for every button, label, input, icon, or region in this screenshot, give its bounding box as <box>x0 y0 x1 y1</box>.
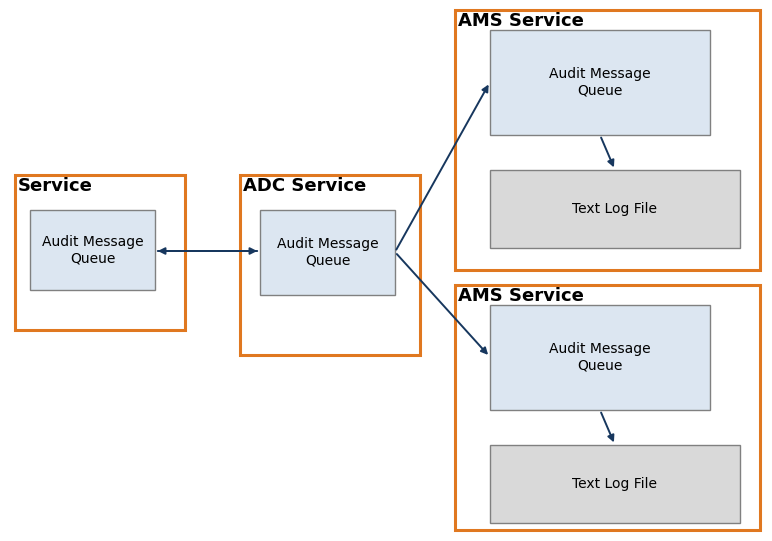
Text: AMS Service: AMS Service <box>458 12 584 30</box>
Bar <box>490 30 710 135</box>
Text: Audit Message
Queue: Audit Message Queue <box>549 68 651 97</box>
Text: ADC Service: ADC Service <box>243 177 366 195</box>
Bar <box>240 175 420 355</box>
Bar <box>490 305 710 410</box>
Bar <box>490 170 740 248</box>
Text: Text Log File: Text Log File <box>573 202 658 216</box>
Bar <box>30 210 155 290</box>
Text: Text Log File: Text Log File <box>573 477 658 491</box>
Bar <box>260 210 395 295</box>
Text: AMS Service: AMS Service <box>458 287 584 305</box>
Bar <box>15 175 185 330</box>
Bar <box>455 10 760 270</box>
Bar <box>455 285 760 530</box>
Text: Audit Message
Queue: Audit Message Queue <box>276 237 378 268</box>
Text: Audit Message
Queue: Audit Message Queue <box>42 235 144 265</box>
Text: Service: Service <box>18 177 93 195</box>
Bar <box>490 445 740 523</box>
Text: Audit Message
Queue: Audit Message Queue <box>549 342 651 373</box>
